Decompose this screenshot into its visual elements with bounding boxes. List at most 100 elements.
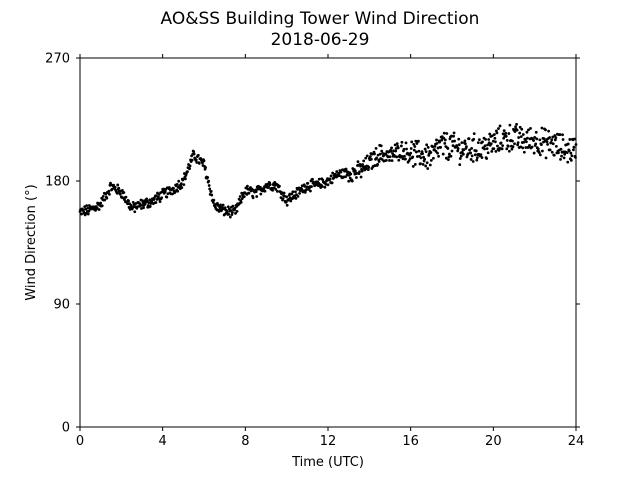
data-point — [374, 147, 378, 150]
data-point — [367, 166, 371, 169]
data-point — [331, 171, 335, 175]
data-point — [471, 160, 475, 163]
data-point — [508, 123, 512, 127]
data-point — [231, 204, 235, 208]
data-point — [129, 203, 133, 207]
data-point — [117, 186, 121, 190]
data-point — [202, 159, 206, 163]
data-point — [475, 158, 479, 162]
data-point — [298, 191, 301, 195]
data-point — [573, 137, 576, 141]
data-point — [99, 201, 103, 205]
data-point — [365, 154, 369, 158]
data-point — [116, 183, 120, 187]
data-point — [294, 197, 298, 200]
data-point — [397, 158, 401, 162]
data-point — [127, 199, 130, 203]
data-point — [424, 150, 428, 154]
data-point — [520, 127, 524, 131]
data-point — [335, 170, 339, 173]
data-point — [435, 141, 439, 145]
data-point — [414, 150, 418, 154]
data-point — [525, 140, 528, 144]
data-point — [393, 143, 397, 147]
data-point — [238, 195, 242, 198]
data-point — [490, 150, 494, 153]
data-point — [388, 159, 391, 162]
data-point — [497, 127, 500, 130]
data-point — [362, 159, 366, 163]
data-point — [432, 156, 435, 160]
data-point — [494, 140, 497, 144]
data-point — [419, 162, 422, 166]
data-point — [373, 152, 376, 156]
data-point — [188, 164, 192, 168]
data-point — [501, 132, 505, 136]
data-point — [392, 149, 396, 153]
data-point — [493, 136, 497, 140]
data-point — [192, 150, 196, 154]
data-point — [411, 155, 415, 159]
data-point — [463, 139, 467, 143]
data-point — [467, 137, 471, 141]
data-point — [483, 144, 487, 148]
data-point — [428, 163, 432, 167]
data-point — [521, 146, 525, 150]
data-point — [255, 195, 259, 198]
x-axis-label: Time (UTC) — [291, 455, 364, 470]
data-point — [209, 189, 213, 193]
data-point — [148, 204, 152, 208]
data-point — [460, 141, 464, 145]
data-point — [452, 134, 455, 138]
data-point — [525, 130, 529, 134]
data-point — [380, 149, 384, 153]
data-point — [317, 177, 321, 181]
data-point — [402, 147, 406, 151]
data-point — [409, 151, 413, 155]
y-tick-label: 180 — [45, 175, 70, 190]
data-point — [501, 144, 505, 148]
data-point — [201, 161, 204, 165]
data-point — [425, 161, 429, 165]
data-point — [176, 189, 180, 193]
data-point — [522, 150, 526, 154]
data-point — [545, 140, 549, 144]
data-point — [442, 136, 446, 140]
data-point — [516, 143, 520, 147]
data-point — [306, 181, 310, 185]
data-point — [80, 212, 83, 216]
data-point — [320, 185, 324, 188]
data-point — [384, 152, 388, 156]
data-point — [485, 147, 489, 151]
y-tick-label: 270 — [45, 52, 70, 67]
data-point — [195, 161, 199, 164]
data-point — [401, 155, 404, 158]
data-point — [572, 148, 575, 152]
y-tick-label: 0 — [62, 421, 70, 436]
x-tick-label: 16 — [402, 434, 419, 449]
data-point — [291, 190, 295, 194]
data-point — [481, 140, 484, 144]
data-point — [100, 204, 104, 208]
data-point — [490, 134, 494, 138]
data-point — [120, 188, 124, 192]
data-point — [229, 209, 233, 212]
data-point — [403, 154, 406, 158]
data-point — [160, 196, 164, 200]
data-point — [337, 174, 341, 178]
data-point — [212, 198, 216, 202]
data-point — [550, 150, 554, 154]
data-point — [172, 187, 175, 190]
data-point — [390, 146, 393, 150]
data-point — [396, 146, 400, 150]
data-point — [353, 169, 357, 173]
data-point — [267, 185, 270, 189]
data-point — [412, 148, 416, 152]
data-point — [400, 140, 404, 144]
data-point — [405, 147, 408, 151]
data-point — [235, 209, 239, 213]
data-point — [323, 185, 327, 189]
data-point — [165, 195, 169, 199]
data-point — [426, 167, 430, 170]
data-point — [522, 140, 526, 144]
